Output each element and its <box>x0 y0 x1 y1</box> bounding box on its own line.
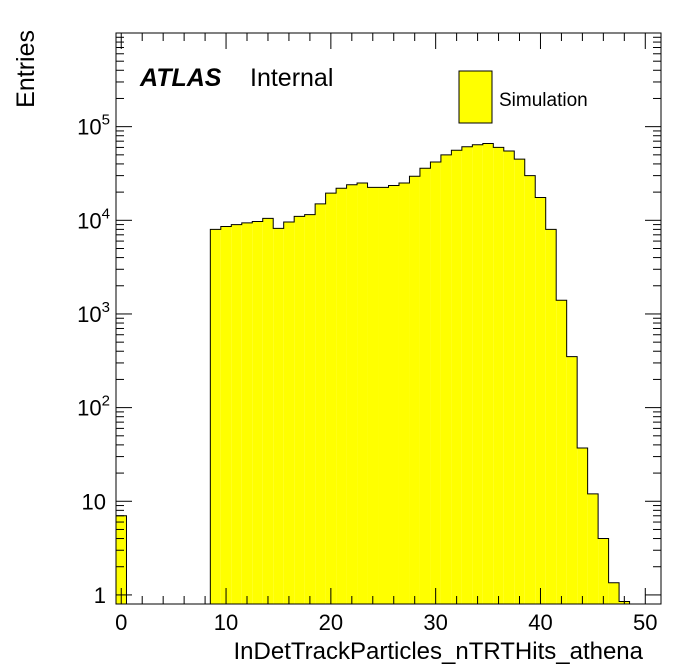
histogram-bar <box>430 161 441 604</box>
y-tick-label: 105 <box>77 112 110 140</box>
histogram-bar <box>262 218 274 604</box>
histogram-bar <box>524 175 536 604</box>
x-tick-label: 50 <box>633 610 657 635</box>
histogram-bar <box>210 229 221 604</box>
x-tick-label: 30 <box>423 610 447 635</box>
histogram-bar <box>577 448 588 604</box>
histogram-bar <box>231 224 242 604</box>
histogram-bar <box>294 216 305 605</box>
histogram-bar <box>388 185 399 604</box>
histogram-bar <box>116 515 127 604</box>
axis-ticks <box>116 33 661 604</box>
histogram-bar <box>273 228 284 604</box>
y-tick-label: 103 <box>77 299 110 327</box>
histogram-bar <box>378 187 389 604</box>
histogram-bar <box>545 229 557 604</box>
axis-tick-labels: 0 10 20 30 40 50 1 10 102 103 104 105 <box>77 112 657 635</box>
histogram-bar <box>325 193 337 605</box>
histogram-bar <box>461 146 473 604</box>
histogram-outline <box>115 143 661 605</box>
histogram-bar <box>304 214 316 604</box>
histogram-bar <box>556 300 567 604</box>
histogram-bar <box>472 144 483 604</box>
histogram-bars <box>115 143 661 605</box>
histogram-bar <box>514 159 525 605</box>
histogram-bar <box>409 176 420 604</box>
histogram-bar <box>367 187 379 604</box>
histogram-bar <box>608 582 620 604</box>
histogram-bar <box>566 356 578 604</box>
y-tick-label: 10 <box>82 489 106 514</box>
legend-entry-label: Simulation <box>499 90 588 111</box>
x-tick-label: 40 <box>528 610 552 635</box>
histogram-bar <box>283 221 295 604</box>
histogram-bar <box>336 188 347 604</box>
legend: Simulation <box>458 70 588 124</box>
x-tick-label: 0 <box>115 610 127 635</box>
histogram-bar <box>587 493 599 604</box>
histogram-bar <box>598 538 609 604</box>
histogram-bar <box>398 183 410 605</box>
x-axis-title: InDetTrackParticles_nTRTHits_athena <box>234 638 644 665</box>
histogram-bar <box>419 168 431 604</box>
internal-label: Internal <box>250 64 333 92</box>
x-tick-label: 10 <box>214 610 238 635</box>
histogram-bar <box>357 183 368 605</box>
atlas-label: ATLAS <box>139 64 222 92</box>
histogram-bar <box>315 203 326 604</box>
histogram-bar <box>252 221 263 604</box>
y-axis-title: Entries <box>12 30 40 108</box>
histogram-bar <box>503 150 515 604</box>
y-tick-label: 102 <box>77 393 110 421</box>
y-tick-label: 104 <box>77 205 110 233</box>
y-tick-label: 1 <box>94 583 106 608</box>
histogram-bar <box>440 154 452 604</box>
histogram-bar <box>220 226 232 604</box>
x-tick-label: 20 <box>319 610 343 635</box>
histogram-bar <box>535 197 546 604</box>
histogram-bar <box>241 222 253 604</box>
histogram-bar <box>482 143 494 604</box>
histogram-bar <box>346 184 358 604</box>
histogram-bar <box>451 150 462 605</box>
histogram-bar <box>493 147 504 604</box>
legend-swatch <box>458 70 493 124</box>
